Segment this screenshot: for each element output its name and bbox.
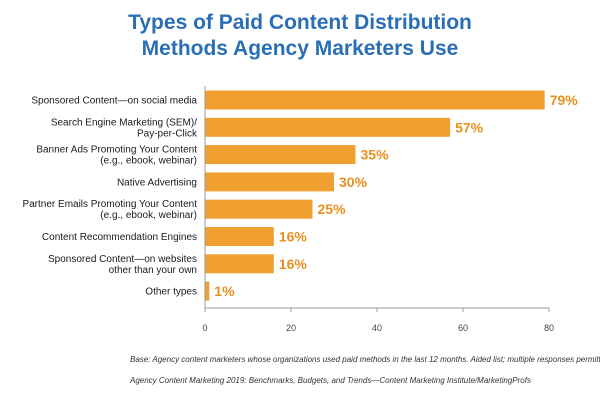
x-tick-label-3: 40: [372, 323, 382, 333]
value-label-1: 79%: [550, 92, 579, 108]
bar-7: [205, 254, 274, 274]
value-label-5: 25%: [318, 201, 347, 217]
chart-title: Types of Paid Content Distribution Metho…: [0, 10, 600, 62]
x-tick-label-2: 20: [286, 323, 296, 333]
value-label-4: 30%: [339, 174, 368, 190]
category-label-2-line-2: Pay-per-Click: [137, 128, 198, 139]
chart-title-line-2: Methods Agency Marketers Use: [141, 37, 459, 60]
category-label-5-line-1: Partner Emails Promoting Your Content: [22, 199, 197, 210]
x-tick-label-1: 0: [202, 323, 207, 333]
category-label-2-line-1: Search Engine Marketing (SEM)/: [51, 117, 197, 128]
bar-2: [205, 117, 451, 137]
value-label-6: 16%: [279, 229, 308, 245]
bar-1: [205, 90, 545, 110]
x-tick-label-5: 80: [544, 323, 554, 333]
bar-3: [205, 145, 356, 165]
bar-5: [205, 199, 313, 219]
category-label-7-line-1: Sponsored Content—on websites: [48, 254, 197, 265]
bar-8: [205, 281, 210, 301]
category-label-1: Sponsored Content—on social media: [31, 96, 197, 107]
source-footnote: Agency Content Marketing 2019: Benchmark…: [130, 376, 531, 385]
value-label-7: 16%: [279, 256, 308, 272]
category-label-8: Other types: [145, 287, 197, 298]
chart-title-line-1: Types of Paid Content Distribution: [128, 11, 472, 34]
value-label-8: 1%: [214, 283, 235, 299]
bar-6: [205, 227, 274, 246]
category-label-7-line-2: other than your own: [109, 265, 197, 276]
base-footnote: Base: Agency content marketers whose org…: [130, 355, 600, 364]
category-label-5-line-2: (e.g., ebook, webinar): [100, 210, 197, 221]
x-tick-label-4: 60: [458, 323, 468, 333]
bar-4: [205, 172, 334, 192]
category-label-3-line-2: (e.g., ebook, webinar): [100, 156, 197, 167]
category-label-4: Native Advertising: [117, 177, 197, 188]
value-label-2: 57%: [455, 119, 484, 135]
category-label-3-line-1: Banner Ads Promoting Your Content: [36, 145, 197, 156]
category-label-6: Content Recommendation Engines: [42, 232, 197, 243]
value-label-3: 35%: [361, 147, 390, 163]
